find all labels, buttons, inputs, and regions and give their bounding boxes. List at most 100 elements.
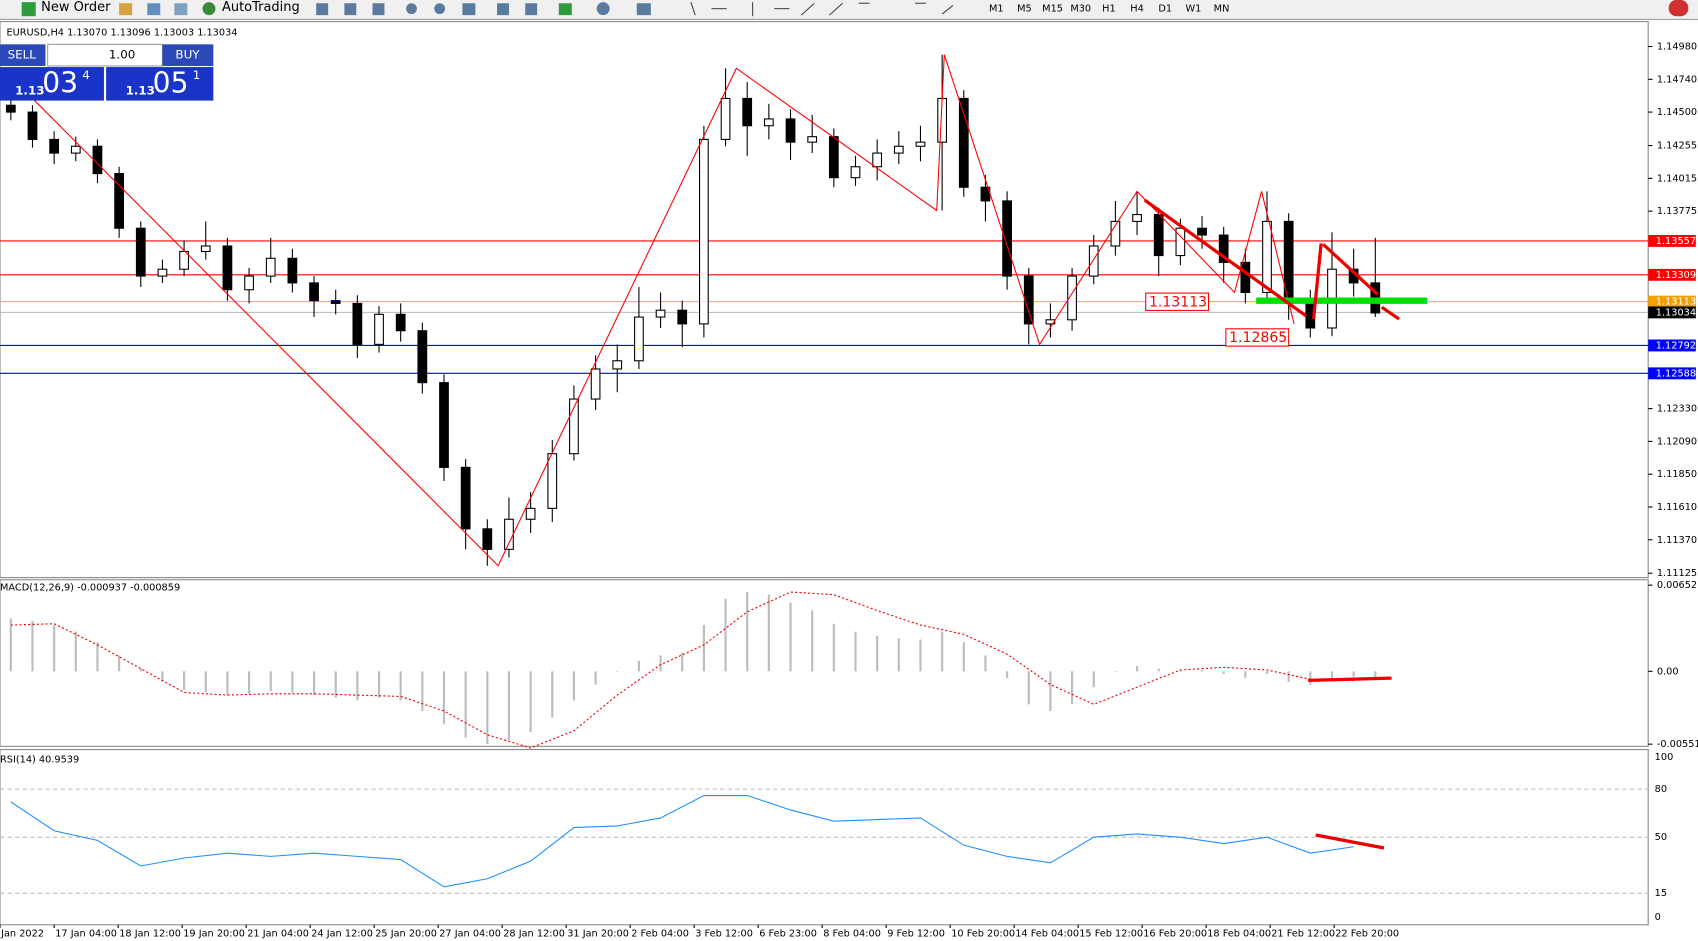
tool-icon[interactable] bbox=[497, 3, 509, 16]
lots-input[interactable] bbox=[47, 43, 163, 67]
macd-bar bbox=[334, 671, 337, 698]
macd-tick-label: 0.00652 bbox=[1657, 580, 1697, 591]
candle-body bbox=[309, 282, 319, 302]
time-label: 3 Feb 12:00 bbox=[695, 928, 753, 939]
cursor-tool[interactable] bbox=[690, 1, 696, 16]
sell-price-sup: 4 bbox=[82, 68, 90, 82]
timeframe-button[interactable]: W1 bbox=[1185, 4, 1201, 15]
sell-button[interactable] bbox=[0, 44, 46, 66]
arrow bbox=[1311, 243, 1323, 320]
lots-value[interactable]: 1.00 bbox=[109, 48, 136, 62]
buy-price-box[interactable] bbox=[106, 67, 214, 101]
buy-price-prefix: 1.13 bbox=[126, 83, 155, 97]
tool-icon[interactable] bbox=[596, 2, 610, 16]
macd-bar bbox=[247, 671, 251, 694]
macd-bar bbox=[312, 671, 316, 696]
new-order-button[interactable]: New Order bbox=[41, 0, 111, 15]
price-annotation-box bbox=[1145, 292, 1210, 311]
trendline-tool[interactable] bbox=[800, 2, 815, 16]
candle-body bbox=[1132, 214, 1142, 222]
channel-tool[interactable] bbox=[829, 2, 843, 16]
macd-bar bbox=[1352, 671, 1355, 677]
rsi-label: RSI(14) 40.9539 bbox=[0, 754, 79, 765]
tool-icon[interactable] bbox=[372, 3, 385, 16]
macd-bar bbox=[724, 598, 727, 672]
tool-icon[interactable] bbox=[462, 3, 476, 16]
tool-icon[interactable] bbox=[525, 3, 538, 16]
candle-body bbox=[352, 302, 363, 345]
tool-icon[interactable] bbox=[316, 3, 329, 16]
zoom-in[interactable] bbox=[406, 3, 417, 15]
candle-body bbox=[1175, 227, 1186, 257]
macd-bar bbox=[876, 635, 879, 672]
price-level-tag bbox=[1648, 339, 1696, 352]
timeframe-button[interactable]: M1 bbox=[989, 4, 1004, 15]
macd-bar bbox=[746, 592, 749, 672]
macd-bar bbox=[832, 623, 835, 672]
new-order-icon[interactable] bbox=[21, 2, 36, 17]
macd-bar bbox=[1006, 671, 1009, 678]
timeframe-button[interactable]: M15 bbox=[1042, 4, 1063, 15]
timeframe-button[interactable]: H1 bbox=[1102, 4, 1116, 15]
timeframe-button[interactable]: M5 bbox=[1017, 4, 1032, 15]
candle-body bbox=[482, 528, 493, 550]
price-tick-label: 1.14255 bbox=[1657, 141, 1697, 152]
autotrading-button[interactable]: AutoTrading bbox=[222, 0, 300, 15]
tool-icon[interactable] bbox=[558, 3, 572, 16]
notification-badge[interactable] bbox=[1668, 0, 1689, 17]
zoom-out[interactable] bbox=[434, 3, 446, 15]
candle-body bbox=[287, 257, 298, 284]
macd-bar bbox=[1157, 668, 1160, 672]
macd-bar bbox=[1200, 669, 1204, 672]
candle-body bbox=[547, 453, 558, 509]
tool-icon[interactable] bbox=[636, 3, 651, 16]
sell-label[interactable]: SELL bbox=[8, 48, 37, 62]
candle-body bbox=[612, 360, 623, 370]
buy-button[interactable] bbox=[162, 44, 214, 66]
candle-body bbox=[1067, 275, 1077, 321]
rsi-tick-label: 100 bbox=[1655, 752, 1674, 763]
timeframe-button[interactable]: H4 bbox=[1130, 4, 1144, 15]
rsi-panel bbox=[0, 749, 1649, 926]
candle-body bbox=[590, 368, 601, 400]
timeframe-button[interactable]: D1 bbox=[1158, 4, 1172, 15]
candle-body bbox=[1153, 214, 1164, 257]
timeframe-button[interactable]: M30 bbox=[1070, 4, 1091, 15]
tool-icon[interactable] bbox=[147, 3, 161, 16]
macd-bar bbox=[572, 671, 576, 701]
arrow-tool[interactable] bbox=[941, 4, 954, 15]
draw-tools bbox=[690, 1, 954, 17]
rsi-line bbox=[10, 795, 1354, 888]
time-label: 22 Feb 20:00 bbox=[1335, 928, 1399, 939]
sell-price-box[interactable] bbox=[0, 67, 104, 101]
candle-body bbox=[504, 518, 514, 550]
timeframe-button[interactable]: MN bbox=[1214, 4, 1230, 15]
macd-bar bbox=[1027, 671, 1030, 705]
candle-body bbox=[135, 227, 146, 277]
tool-icon[interactable] bbox=[119, 3, 133, 16]
autotrading-icon[interactable] bbox=[202, 2, 216, 16]
time-label: 24 Jan 12:00 bbox=[311, 928, 373, 939]
price-tick-label: 1.11850 bbox=[1657, 469, 1697, 480]
macd-bar bbox=[767, 594, 770, 672]
macd-bar bbox=[1092, 671, 1095, 688]
macd-bar bbox=[96, 642, 99, 672]
macd-bar bbox=[161, 671, 164, 682]
time-label: 15 Feb 12:00 bbox=[1079, 928, 1143, 939]
candle-body bbox=[828, 136, 839, 179]
candle-body bbox=[677, 309, 688, 325]
price-level-tag bbox=[1648, 234, 1696, 247]
candle-body bbox=[634, 316, 644, 362]
price-level-label: 1.13309 bbox=[1656, 270, 1696, 281]
time-label: 27 Jan 04:00 bbox=[439, 928, 501, 939]
macd-panel bbox=[0, 579, 1649, 747]
macd-bar bbox=[1114, 671, 1117, 672]
candle-body bbox=[699, 138, 709, 325]
tool-icon[interactable] bbox=[344, 3, 357, 16]
tool-icon[interactable] bbox=[174, 3, 188, 16]
candle-body bbox=[70, 145, 81, 154]
macd-bar bbox=[1244, 671, 1247, 678]
macd-bar bbox=[399, 671, 402, 701]
buy-label[interactable]: BUY bbox=[175, 48, 200, 62]
